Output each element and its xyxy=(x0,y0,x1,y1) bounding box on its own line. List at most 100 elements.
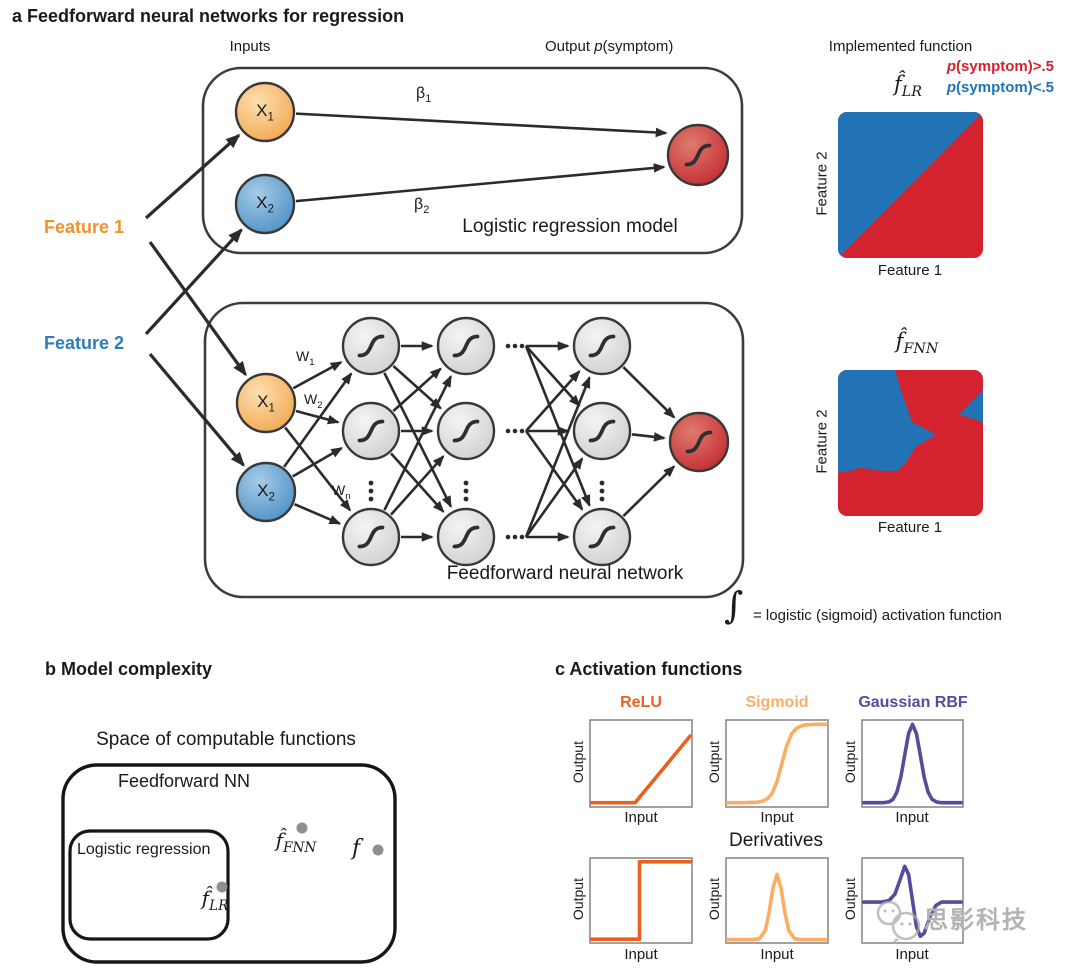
edge-arrow xyxy=(283,372,353,468)
edge-arrow xyxy=(622,366,676,419)
more-units-dots xyxy=(599,496,605,502)
node-x2-lr xyxy=(234,173,296,235)
node-x2-lr-label: X2 xyxy=(256,193,274,216)
ellipsis-dots xyxy=(368,343,605,540)
more-layers-dots xyxy=(519,534,525,540)
sigmoid-derivative-curve xyxy=(725,872,829,942)
f-fnn-plot-title: f̂FNN xyxy=(895,329,939,358)
rbf-plot-frame xyxy=(861,719,964,808)
more-units-dots xyxy=(463,488,469,494)
relu-derivative-curve xyxy=(589,859,693,942)
w2-label: W2 xyxy=(304,391,323,411)
relu-title: ReLU xyxy=(620,694,662,711)
node-x2-fnn xyxy=(235,461,297,523)
node-x1-lr xyxy=(234,81,296,143)
feature-1-label: Feature 1 xyxy=(44,217,125,237)
lr-box-label: Logistic regression model xyxy=(462,216,678,237)
f-lr-set-label: f̂LR xyxy=(201,886,229,914)
rbf-derivative-curve xyxy=(861,864,964,939)
edge-arrow xyxy=(392,367,442,412)
relu-plot-frame xyxy=(589,719,693,808)
edge-arrow xyxy=(524,430,584,511)
sigmoid-title: Sigmoid xyxy=(745,694,809,711)
w1-label: W1 xyxy=(296,348,315,368)
inputs-label: Inputs xyxy=(229,38,271,55)
rbf-title: Gaussian RBF xyxy=(858,694,968,711)
more-units-dots xyxy=(599,480,605,486)
fnn-plot-ylabel: Feature 2 xyxy=(813,409,831,474)
edge-arrow xyxy=(292,361,343,390)
more-units-dots xyxy=(463,480,469,486)
fnn-decision-blue-region xyxy=(958,390,983,423)
rbf-xlabel: Input xyxy=(895,809,929,826)
lr-decision-plot xyxy=(838,112,983,258)
legend-blue: p(symptom)<.5 xyxy=(946,79,1054,96)
more-units-dots xyxy=(368,496,374,502)
edge-arrow xyxy=(144,133,241,220)
f-true-set-label: f xyxy=(352,836,361,861)
edge-arrow xyxy=(390,452,445,513)
edge-arrow xyxy=(392,365,442,410)
relu-derivative-xlabel: Input xyxy=(624,946,658,963)
sigmoid-plot-frame xyxy=(725,719,829,808)
lr-decision-blue-region xyxy=(838,112,983,258)
lr-plot-ylabel: Feature 2 xyxy=(813,151,831,216)
more-layers-dots xyxy=(519,343,525,349)
model-complexity-diagram xyxy=(61,763,397,964)
edge-arrow xyxy=(631,432,666,442)
sigmoid-legend-text: = logistic (sigmoid) activation function xyxy=(753,607,1002,624)
logistic-regression-set-box xyxy=(68,829,230,941)
wn-label: Wn xyxy=(332,482,351,502)
output-label: Output p(symptom) xyxy=(545,38,674,55)
more-layers-dots xyxy=(519,428,525,434)
logistic-regression-box xyxy=(201,66,744,255)
sigmoid-curve xyxy=(725,722,829,805)
relu-curve xyxy=(589,734,693,805)
edge-arrow xyxy=(148,241,247,377)
edge-arrow xyxy=(292,446,344,478)
wechat-bubbles-icon xyxy=(876,900,921,943)
f-fnn-set-label: f̂FNN xyxy=(275,828,317,856)
integral-glyph: ∫ xyxy=(724,584,744,627)
edge-arrow xyxy=(525,370,581,432)
more-units-dots xyxy=(463,496,469,502)
more-layers-dots xyxy=(512,534,518,540)
activation-curves xyxy=(589,722,964,942)
edge-arrow xyxy=(293,503,342,525)
more-units-dots xyxy=(368,480,374,486)
decision-region-plots xyxy=(838,112,983,516)
node-x2-fnn-label: X2 xyxy=(257,481,275,504)
sigmoid-derivative-ylabel: Output xyxy=(705,878,722,921)
edge-arrow xyxy=(295,409,340,425)
edge-arrow xyxy=(295,112,668,138)
lr-plot-xlabel: Feature 1 xyxy=(877,262,943,279)
edge-arrow xyxy=(295,163,666,203)
panel-a-title: a Feedforward neural networks for regres… xyxy=(12,6,405,26)
feature-2-label: Feature 2 xyxy=(44,333,125,353)
node-x1-fnn-label: X1 xyxy=(257,392,275,415)
edge-arrow xyxy=(284,426,352,512)
more-units-dots xyxy=(599,488,605,494)
legend-red: p(symptom)>.5 xyxy=(946,58,1054,75)
edge-arrow xyxy=(148,352,245,467)
edge-arrow xyxy=(525,345,581,407)
logistic-regression-set-label: Logistic regression xyxy=(77,841,211,858)
relu-ylabel: Output xyxy=(569,741,586,784)
fnn-decision-blue-region xyxy=(838,370,936,473)
f-true-point xyxy=(372,844,384,856)
implemented-function-header: Implemented function xyxy=(828,38,973,55)
edge-arrow xyxy=(622,465,676,517)
fnn-plot-xlabel: Feature 1 xyxy=(877,519,943,536)
more-layers-dots xyxy=(505,428,511,434)
more-layers-dots xyxy=(505,343,511,349)
feedforward-nn-set-box xyxy=(61,763,397,964)
edge-arrow xyxy=(524,457,584,538)
derivatives-label: Derivatives xyxy=(729,830,823,851)
watermark: 思影科技 xyxy=(872,898,1028,944)
sigmoid-xlabel: Input xyxy=(760,809,794,826)
more-layers-dots xyxy=(505,534,511,540)
network-nodes xyxy=(234,81,730,567)
more-layers-dots xyxy=(512,343,518,349)
